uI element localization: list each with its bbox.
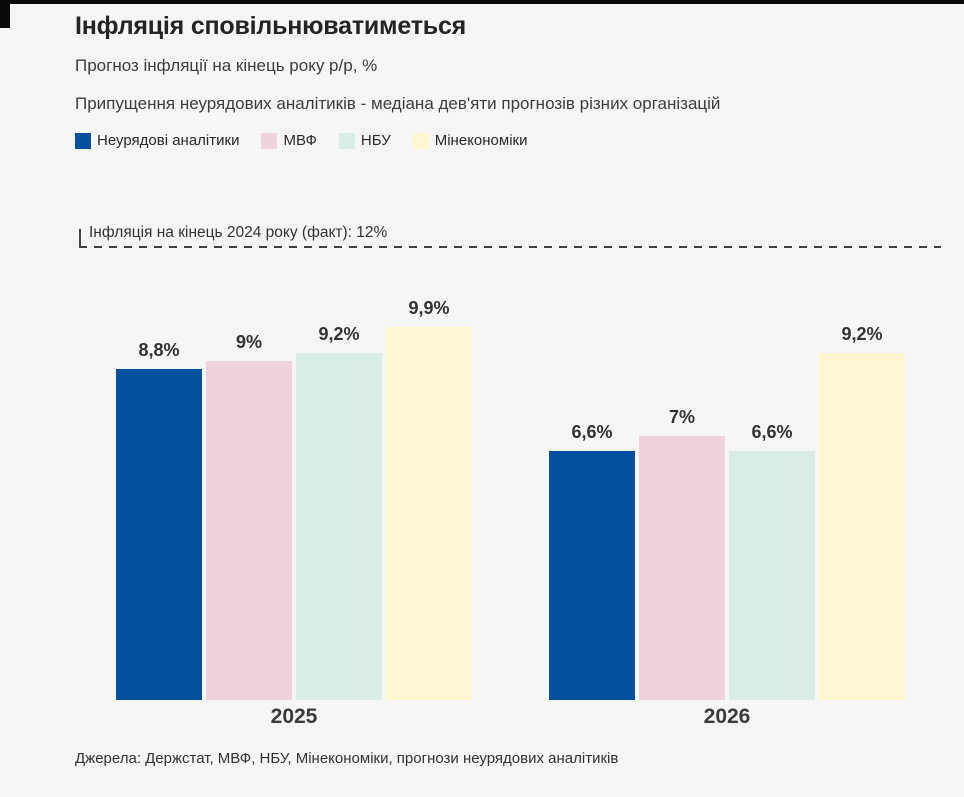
legend-swatch [75, 132, 91, 149]
bar-group-2025: 8,8% 9% 9,2% 9,9% [116, 248, 472, 700]
legend-label: Мінекономіки [434, 132, 528, 149]
bar-value-label: 9,9% [408, 298, 450, 319]
legend-item: МВФ [261, 132, 317, 149]
bar-value-label: 9% [235, 332, 262, 352]
bar-value-label: 9,2% [841, 324, 883, 345]
bar-group-2026: 6,6% 7% 6,6% 9,2% [549, 248, 905, 700]
bar-value-label: 7% [668, 407, 695, 428]
legend-swatch [412, 132, 429, 149]
legend-label: Неурядові аналітики [97, 132, 240, 149]
page-title: Інфляція сповільнюватиметься [75, 12, 467, 40]
top-brand-line [0, 0, 964, 4]
bar-2025-series-3: 9,9% [386, 298, 472, 700]
corner-brand-block [0, 0, 10, 28]
bar-value-label: 6,6% [571, 422, 613, 443]
bar-value-label: 6,6% [751, 422, 793, 443]
category-label: 2026 [703, 705, 751, 728]
bar-value-label: 9,2% [318, 324, 360, 345]
source-text: Джерела: Держстат, МВФ, НБУ, Мінекономік… [75, 750, 619, 767]
legend-item: НБУ [338, 132, 391, 149]
legend-label: МВФ [283, 132, 317, 149]
reference-dashed-line [79, 246, 941, 248]
legend-swatch [261, 132, 278, 149]
bar-2025-series-0: 8,8% [116, 340, 202, 700]
category-label: 2025 [270, 705, 318, 728]
legend-item: Неурядові аналітики [75, 132, 239, 149]
reference-line-tick [79, 229, 81, 247]
bar-2026-series-1: 7% [639, 407, 725, 700]
chart-subtitle: Прогноз інфляції на кінець року р/р, % [75, 56, 378, 75]
bar-2026-series-3: 9,2% [819, 324, 905, 700]
bar-2025-series-1: 9% [206, 332, 292, 700]
chart-note: Припущення неурядових аналітиків - медіа… [75, 94, 721, 113]
reference-line-label: Інфляція на кінець 2024 року (факт): 12% [89, 224, 388, 241]
legend-swatch [338, 132, 355, 149]
bar-2026-series-2: 6,6% [729, 422, 815, 700]
bar-value-label: 8,8% [138, 339, 180, 360]
bar-2025-series-2: 9,2% [296, 324, 382, 700]
legend-label: НБУ [360, 132, 391, 149]
bar-2026-series-0: 6,6% [549, 422, 635, 700]
legend: Неурядові аналітики МВФ НБУ Мінекономіки [75, 132, 527, 149]
legend-item: Мінекономіки [412, 132, 528, 149]
